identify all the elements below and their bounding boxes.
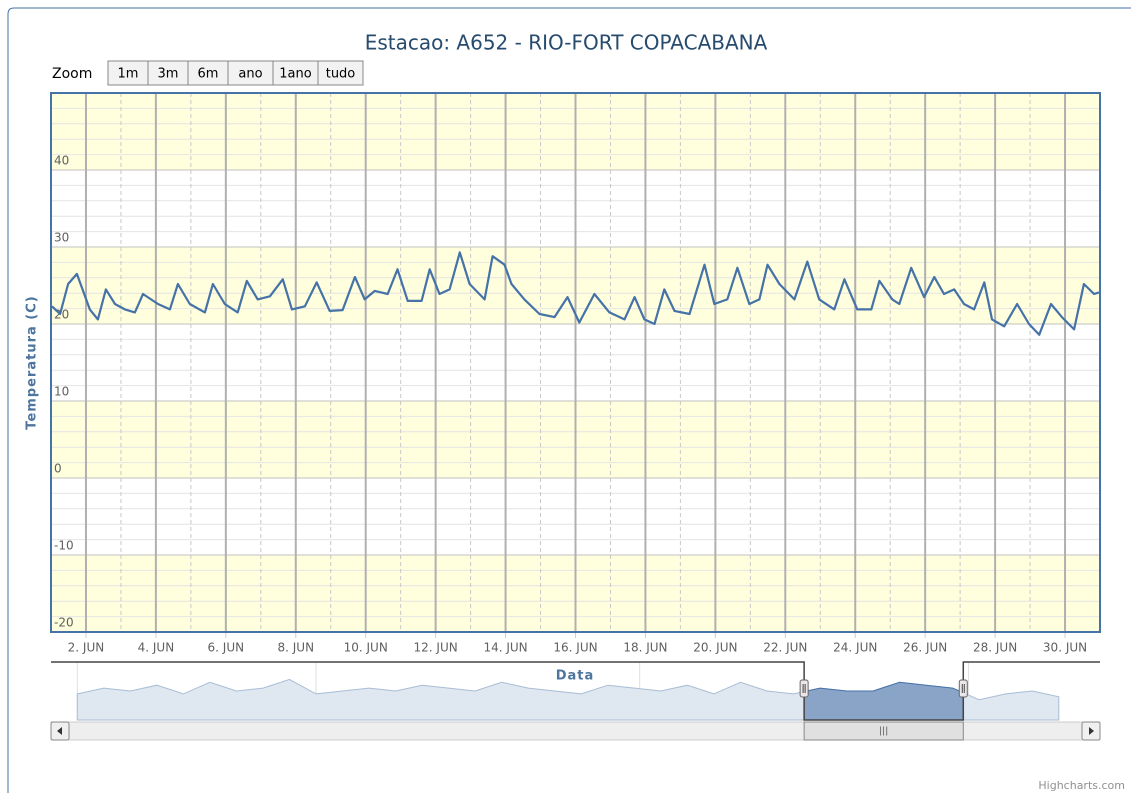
- x-tick-label: 28. JUN: [973, 641, 1017, 655]
- x-tick-label: 26. JUN: [903, 641, 947, 655]
- zoom-button[interactable]: tudo: [317, 60, 364, 86]
- y-tick-label: 10: [54, 385, 69, 399]
- x-tick-label: 6. JUN: [208, 641, 245, 655]
- arrow-right: [1089, 727, 1094, 735]
- button-label[interactable]: tudo: [326, 67, 356, 82]
- arrow-left: [57, 727, 62, 735]
- scrollbar-thumb[interactable]: [803, 721, 964, 741]
- x-tick-label: 12. JUN: [414, 641, 458, 655]
- zoom-button[interactable]: 1m: [107, 60, 149, 86]
- x-tick-label: 18. JUN: [623, 641, 667, 655]
- x-tick-label: 4. JUN: [138, 641, 175, 655]
- credit: Highcharts.com: [1038, 779, 1125, 792]
- y-axis-title: Temperatura (C): [25, 295, 40, 429]
- navigator-area-selected: [804, 681, 964, 720]
- line-series: [51, 251, 1100, 336]
- scrollbar-grip: |||: [879, 727, 888, 737]
- button-label[interactable]: 1m: [118, 67, 139, 82]
- x-tick-label: 20. JUN: [693, 641, 737, 655]
- y-tick-label: -10: [54, 539, 74, 553]
- plot-border: [50, 92, 1101, 633]
- x-tick-label: 2. JUN: [68, 641, 105, 655]
- x-tick-label: 22. JUN: [763, 641, 807, 655]
- y-tick-label: 40: [54, 154, 69, 168]
- button-label[interactable]: 6m: [198, 67, 219, 82]
- button-box[interactable]: [317, 60, 364, 86]
- button-label[interactable]: 3m: [158, 67, 179, 82]
- y-tick-label: 0: [54, 462, 62, 476]
- x-tick-label: 30. JUN: [1043, 641, 1087, 655]
- zoom-button[interactable]: 6m: [187, 60, 229, 86]
- button-label[interactable]: ano: [238, 67, 262, 82]
- zoom-button[interactable]: 1ano: [272, 60, 319, 86]
- x-tick-label: 24. JUN: [833, 641, 877, 655]
- zoom-label: Zoom: [52, 66, 92, 82]
- navigator-handle[interactable]: [799, 679, 809, 698]
- x-tick-label: 14. JUN: [483, 641, 527, 655]
- x-axis-title: Data: [556, 669, 595, 684]
- x-tick-label: 16. JUN: [553, 641, 597, 655]
- button-box[interactable]: [147, 60, 189, 86]
- chart-frame: [7, 7, 1131, 793]
- y-tick-label: -20: [54, 616, 74, 630]
- navigator-outline: [51, 661, 1100, 721]
- zoom-button[interactable]: 3m: [147, 60, 189, 86]
- zoom-buttons: 1m 3m 6m ano 1ano tudo: [107, 60, 364, 86]
- x-tick-label: 10. JUN: [344, 641, 388, 655]
- navigator-handle[interactable]: [958, 679, 968, 698]
- zoom-button[interactable]: ano: [227, 60, 274, 86]
- chart-title: Estacao: A652 - RIO-FORT COPACABANA: [365, 31, 768, 55]
- y-tick-label: 30: [54, 231, 69, 245]
- x-tick-label: 8. JUN: [277, 641, 314, 655]
- button-label[interactable]: 1ano: [279, 67, 311, 82]
- button-box[interactable]: [187, 60, 229, 86]
